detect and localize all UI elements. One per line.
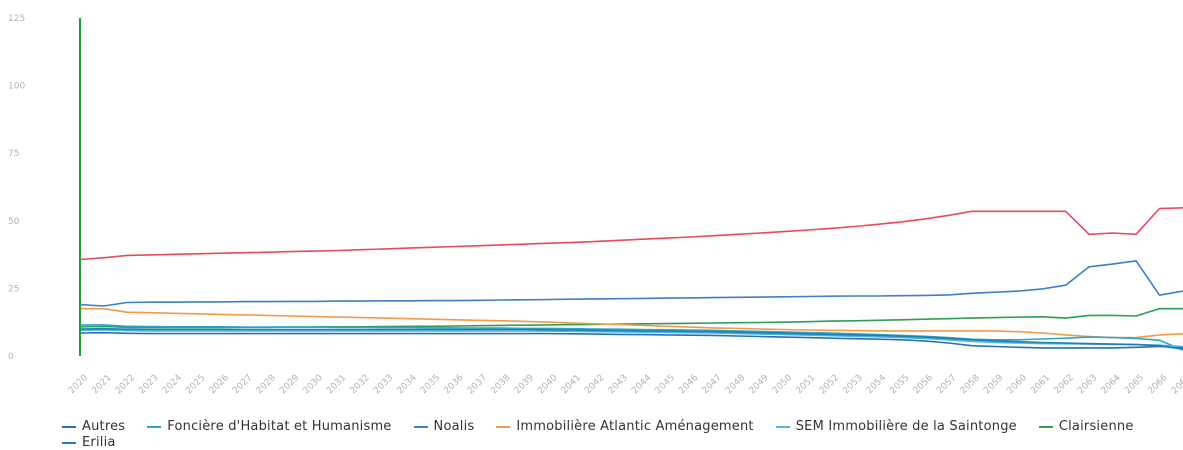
legend-label: Erilia [82,435,116,450]
x-tick-label: 2058 [959,373,982,396]
y-tick-label: 50 [8,217,20,227]
x-tick-label: 2061 [1029,373,1052,396]
legend-label: Clairsienne [1058,419,1134,434]
x-tick-label: 2026 [208,373,231,396]
x-tick-label: 2060 [1006,373,1029,396]
x-tick-label: 2027 [231,373,254,396]
series-line-0 [79,207,1183,261]
x-tick-label: 2052 [818,373,841,396]
x-tick-label: 2043 [607,373,630,396]
legend-item[interactable]: Immobilière Atlantic Aménagement [496,419,754,435]
legend-swatch [147,426,162,428]
x-tick-label: 2029 [278,373,301,396]
x-tick-label: 2031 [325,373,348,396]
x-tick-label: 2051 [794,373,817,396]
legend-item[interactable]: Noalis [413,419,475,435]
x-tick-label: 2021 [90,373,113,396]
series-line-7 [79,327,1183,350]
x-tick-label: 2022 [114,373,137,396]
x-tick-label: 2042 [583,373,606,396]
x-tick-label: 2048 [724,373,747,396]
x-tick-label: 2020 [67,373,90,396]
legend-swatch [1038,426,1053,428]
x-tick-label: 2025 [184,373,207,396]
x-tick-label: 2049 [748,373,771,396]
series-line-1 [79,259,1183,307]
y-tick-label: 75 [8,149,19,159]
series-line-4 [80,324,1183,351]
x-tick-label: 2053 [841,373,864,396]
x-tick-label: 2036 [442,373,465,396]
legend-label: Noalis [433,419,475,434]
series-lines [79,18,1183,356]
x-tick-label: 2028 [255,373,278,396]
x-tick-label: 2032 [349,373,372,396]
x-tick-label: 2040 [536,373,559,396]
legend-label: SEM Immobilière de la Saintonge [795,419,1017,434]
legend-swatch [496,426,511,428]
x-tick-label: 2055 [888,373,911,396]
x-tick-label: 2033 [372,373,395,396]
x-tick-label: 2064 [1100,373,1123,396]
x-axis-ticks: 2020 2021 2022 2023 2024 2025 2026 2027 2028 2029… [67,373,1183,396]
y-axis-ticks: 0 25 50 75 100 125 [8,14,25,362]
x-tick-label: 2037 [466,373,489,396]
legend-swatch [62,442,76,444]
legend-item[interactable]: Erilia [62,435,116,450]
legend-swatch [413,426,428,428]
legend-swatch [775,426,790,428]
y-tick-label: 25 [8,284,19,294]
x-tick-label: 2057 [935,373,958,396]
x-tick-label: 2035 [419,373,442,396]
legend-label: Immobilière Atlantic Aménagement [516,419,754,434]
x-tick-label: 2059 [982,373,1005,396]
legend-item[interactable]: Autres [62,419,125,435]
legend-item[interactable]: Foncière d'Habitat et Humanisme [147,419,391,435]
x-tick-label: 2039 [513,373,536,396]
x-tick-label: 2050 [771,373,794,396]
chart-legend: Autres Foncière d'Habitat et Humanisme Noa… [62,419,1182,450]
x-tick-label: 2030 [302,373,325,396]
y-tick-label: 100 [8,82,25,92]
y-tick-label: 0 [8,352,14,362]
x-tick-label: 2044 [630,373,653,396]
series-line-6 [79,329,1183,348]
x-tick-label: 2065 [1123,373,1146,396]
x-tick-label: 2041 [560,373,583,396]
legend-swatch [62,426,76,428]
x-tick-label: 2034 [396,373,419,396]
x-tick-label: 2067 [1170,373,1183,396]
x-tick-label: 2062 [1053,373,1076,396]
legend-item[interactable]: SEM Immobilière de la Saintonge [775,419,1017,435]
x-tick-label: 2045 [654,373,677,396]
x-tick-label: 2054 [865,373,888,396]
series-line-3 [80,307,1183,339]
x-tick-label: 2066 [1146,373,1169,396]
x-tick-label: 2024 [161,373,184,396]
legend-item[interactable]: Clairsienne [1038,419,1134,435]
x-tick-label: 2046 [677,373,700,396]
x-tick-label: 2038 [489,373,512,396]
x-tick-label: 2023 [137,373,160,396]
x-tick-label: 2063 [1076,373,1099,396]
series-line-5 [79,331,1183,349]
legend-label: Foncière d'Habitat et Humanisme [167,419,392,434]
legend-label: Autres [82,419,126,434]
y-tick-label: 125 [8,14,25,24]
x-tick-label: 2056 [912,373,935,396]
x-tick-label: 2047 [701,373,724,396]
